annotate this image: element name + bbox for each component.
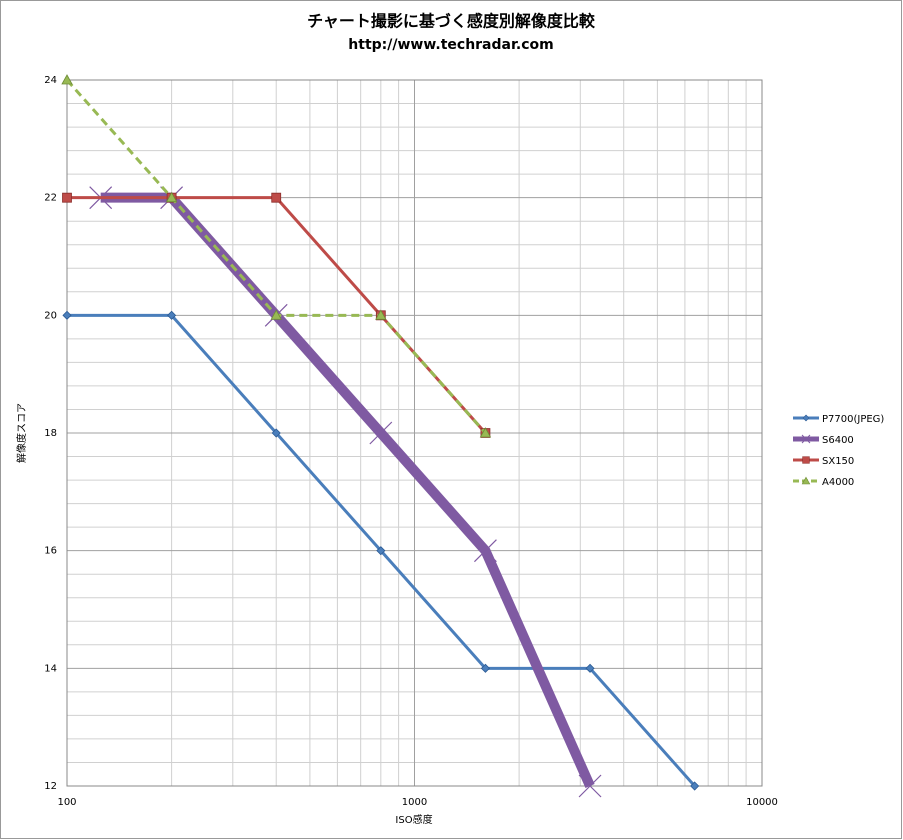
data-point [62,310,72,320]
chart-subtitle: http://www.techradar.com [348,37,553,53]
data-point [578,774,602,798]
y-tick-label: 18 [44,428,57,439]
y-tick-label: 20 [44,310,57,321]
x-tick-label: 100 [57,797,76,808]
data-point [585,663,595,673]
data-point [271,428,281,438]
y-axis-label: 解像度スコア [15,403,28,463]
x-tick-label: 1000 [402,797,427,808]
y-tick-label: 24 [44,75,57,86]
data-point [479,427,492,438]
data-point [480,663,490,673]
x-axis-label: ISO感度 [395,813,432,826]
data-point [271,192,282,203]
legend-marker [801,434,811,444]
y-tick-label: 16 [44,546,57,557]
data-point [62,192,72,203]
legend-label: S6400 [822,435,854,446]
legend-marker [802,456,810,464]
data-point [474,539,497,563]
y-tick-label: 22 [44,193,57,204]
legend-label: P7700(JPEG) [822,414,884,425]
data-point [369,421,393,445]
chart-title: チャート撮影に基づく感度別解像度比較 [307,12,596,31]
plot-area-border [66,79,763,787]
data-point [270,309,282,320]
data-point [375,309,387,320]
legend-label: A4000 [822,477,854,488]
x-tick-label: 10000 [746,797,778,808]
y-tick-label: 12 [44,781,57,792]
legend-marker [802,414,810,422]
data-point [376,546,386,556]
data-point [61,74,73,85]
data-point [165,191,178,203]
data-point [690,781,700,791]
data-point [167,310,177,320]
legend-label: SX150 [822,456,854,467]
y-tick-label: 14 [44,663,57,674]
legend-marker [801,476,811,485]
